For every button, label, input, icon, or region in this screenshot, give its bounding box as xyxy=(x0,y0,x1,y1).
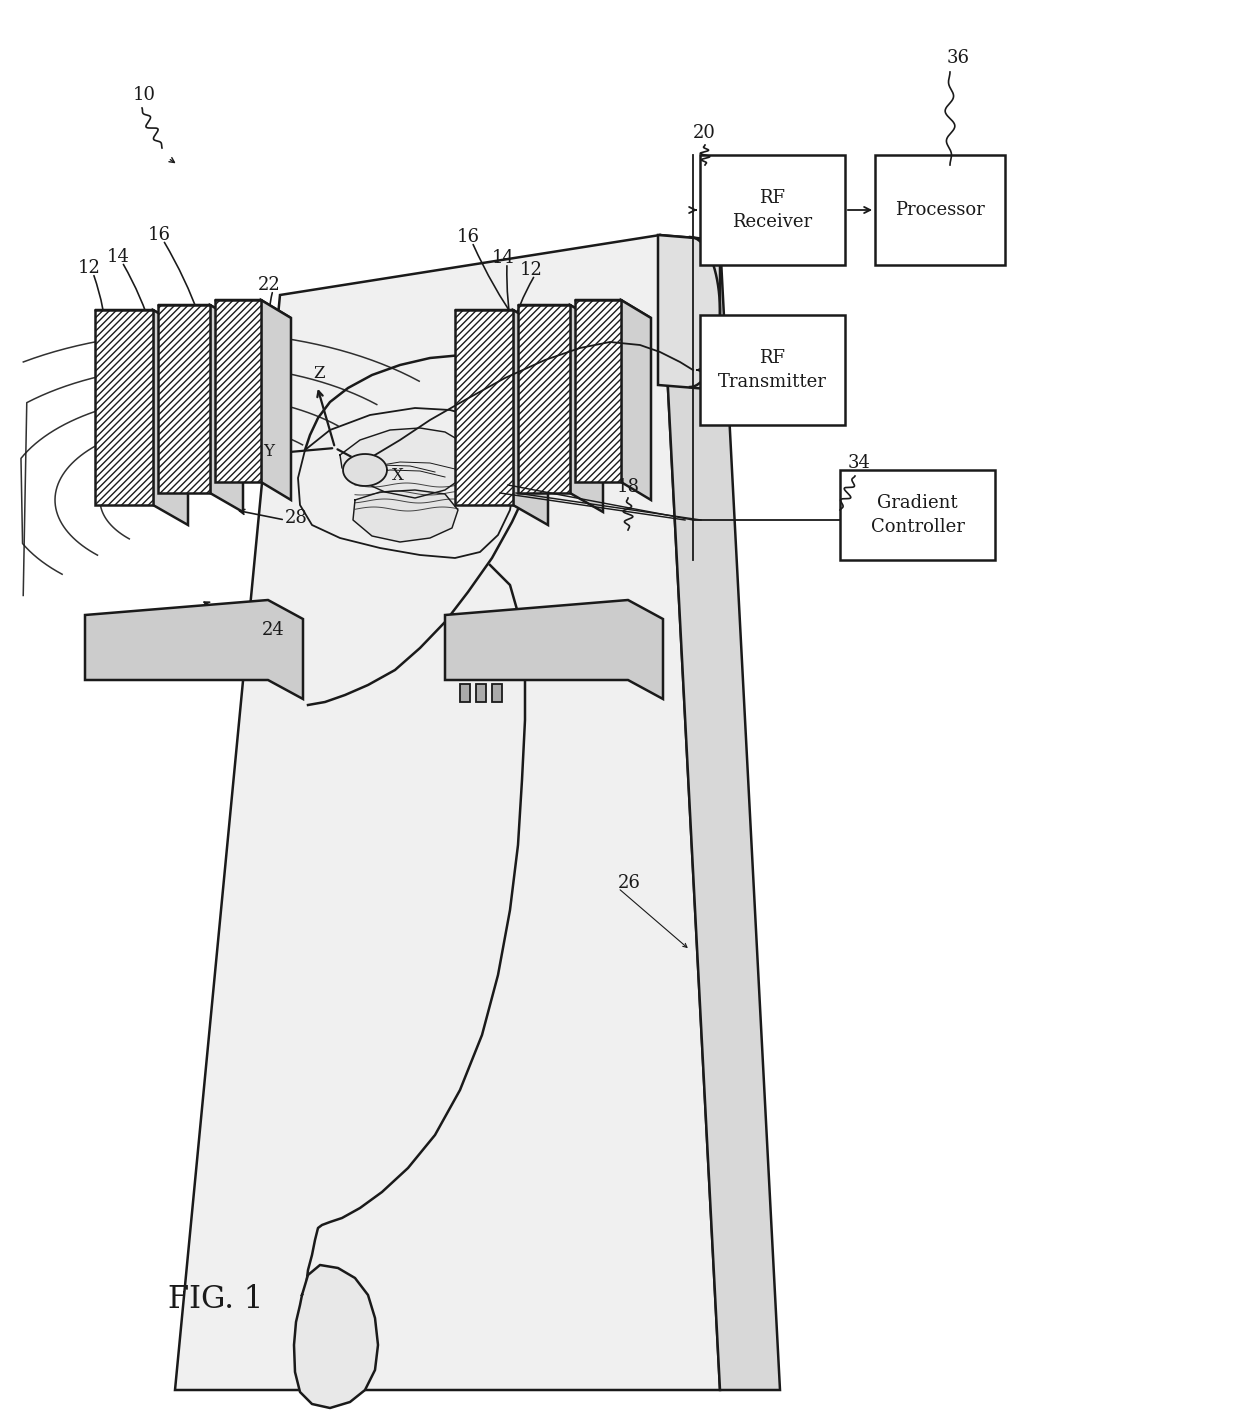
Text: X: X xyxy=(392,466,404,483)
Polygon shape xyxy=(575,300,621,482)
Polygon shape xyxy=(260,300,291,501)
Polygon shape xyxy=(455,310,513,505)
Polygon shape xyxy=(518,304,570,493)
Polygon shape xyxy=(575,300,651,319)
Text: 34: 34 xyxy=(848,454,870,472)
Text: 28: 28 xyxy=(285,509,308,528)
Polygon shape xyxy=(621,300,651,501)
Polygon shape xyxy=(660,235,780,1389)
Polygon shape xyxy=(445,600,663,700)
Polygon shape xyxy=(95,310,153,505)
Text: 16: 16 xyxy=(458,228,480,246)
Polygon shape xyxy=(570,304,603,512)
Text: RF
Receiver: RF Receiver xyxy=(733,189,812,230)
Text: RF
Transmitter: RF Transmitter xyxy=(718,350,827,391)
Text: 18: 18 xyxy=(618,478,640,496)
Text: 12: 12 xyxy=(78,259,100,277)
Polygon shape xyxy=(157,304,210,493)
Text: 16: 16 xyxy=(148,226,171,245)
Polygon shape xyxy=(340,428,470,498)
Text: 22: 22 xyxy=(258,276,280,294)
FancyBboxPatch shape xyxy=(839,471,994,560)
Polygon shape xyxy=(518,304,603,324)
Text: 10: 10 xyxy=(133,85,156,104)
Text: 12: 12 xyxy=(520,262,543,279)
Polygon shape xyxy=(210,304,243,512)
Text: Processor: Processor xyxy=(895,201,985,219)
Text: 14: 14 xyxy=(107,247,130,266)
Text: 14: 14 xyxy=(492,249,515,267)
Polygon shape xyxy=(175,235,720,1389)
Text: 20: 20 xyxy=(693,124,715,142)
Text: FIG. 1: FIG. 1 xyxy=(167,1284,263,1315)
Bar xyxy=(460,684,470,702)
Polygon shape xyxy=(153,310,188,525)
Bar xyxy=(476,684,486,702)
FancyBboxPatch shape xyxy=(875,155,1004,264)
Polygon shape xyxy=(343,454,387,486)
Polygon shape xyxy=(298,408,515,557)
Polygon shape xyxy=(513,310,548,525)
Text: Gradient
Controller: Gradient Controller xyxy=(870,495,965,536)
FancyBboxPatch shape xyxy=(701,316,844,425)
Polygon shape xyxy=(658,235,720,390)
Polygon shape xyxy=(455,310,548,330)
Polygon shape xyxy=(294,1266,378,1408)
Polygon shape xyxy=(86,600,303,700)
Polygon shape xyxy=(95,310,188,330)
Bar xyxy=(492,684,502,702)
FancyBboxPatch shape xyxy=(701,155,844,264)
Polygon shape xyxy=(353,491,458,542)
Text: 24: 24 xyxy=(262,621,285,638)
Polygon shape xyxy=(215,300,291,319)
Text: 26: 26 xyxy=(618,875,641,892)
Text: Z: Z xyxy=(312,365,325,383)
Polygon shape xyxy=(215,300,260,482)
Text: 36: 36 xyxy=(947,48,970,67)
Polygon shape xyxy=(157,304,243,324)
Text: Y: Y xyxy=(263,444,274,459)
